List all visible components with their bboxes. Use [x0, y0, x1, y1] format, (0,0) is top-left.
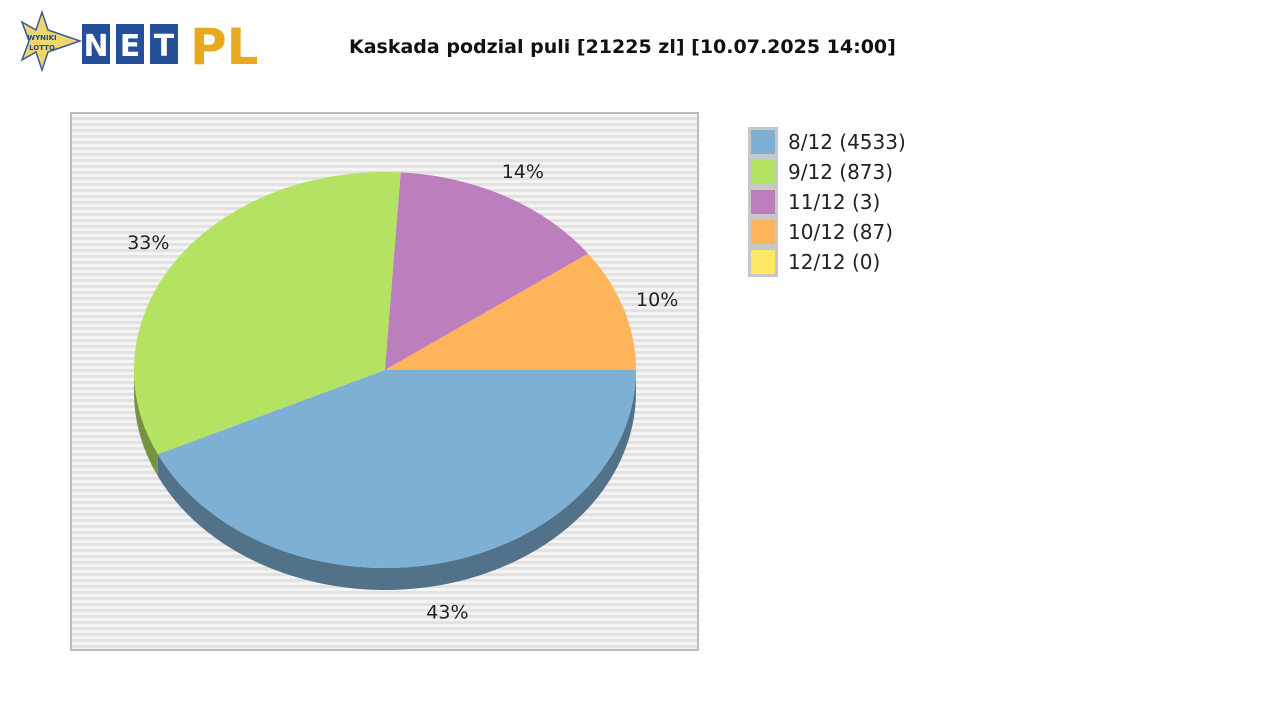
legend-item: 9/12 (873) [748, 152, 906, 192]
svg-text:LOTTO: LOTTO [29, 44, 55, 52]
pie-data-label: 33% [127, 232, 169, 254]
legend-item: 12/12 (0) [748, 242, 906, 282]
plot-area: 43% 33% 14% 10% [70, 112, 699, 651]
legend-label: 11/12 (3) [788, 190, 881, 214]
legend-item: 11/12 (3) [748, 182, 906, 222]
pie-slice-side [134, 370, 158, 477]
svg-text:E: E [120, 29, 141, 64]
legend-label: 8/12 (4533) [788, 130, 906, 154]
pie-slice[interactable] [385, 172, 589, 370]
legend-item: 8/12 (4533) [748, 122, 906, 162]
legend-label: 10/12 (87) [788, 220, 894, 244]
pie-slice[interactable] [157, 370, 636, 568]
svg-text:T: T [154, 29, 175, 64]
legend-swatch [748, 157, 778, 187]
legend-swatch [748, 187, 778, 217]
svg-text:WYNIKI: WYNIKI [27, 34, 56, 42]
pie-data-label: 14% [502, 161, 544, 183]
legend: 8/12 (4533) 9/12 (873) 11/12 (3) 10/12 (87)… [748, 122, 906, 282]
pie-chart: 43% 33% 14% 10% [127, 161, 678, 623]
pie-slice[interactable] [134, 172, 401, 455]
legend-swatch [748, 217, 778, 247]
svg-text:N: N [83, 29, 108, 64]
pie-data-label: 10% [636, 289, 678, 311]
legend-swatch [748, 247, 778, 277]
legend-swatch [748, 127, 778, 157]
legend-label: 12/12 (0) [788, 250, 881, 274]
pie-data-label: 43% [426, 601, 468, 623]
legend-item: 10/12 (87) [748, 212, 906, 252]
pie-slice[interactable] [385, 253, 636, 370]
legend-label: 9/12 (873) [788, 160, 894, 184]
chart-title: Kaskada podzial puli [21225 zl] [10.07.2… [349, 36, 896, 58]
svg-text:PL: PL [190, 18, 259, 72]
netpl-logo: WYNIKI LOTTO N E T PL [20, 10, 259, 72]
